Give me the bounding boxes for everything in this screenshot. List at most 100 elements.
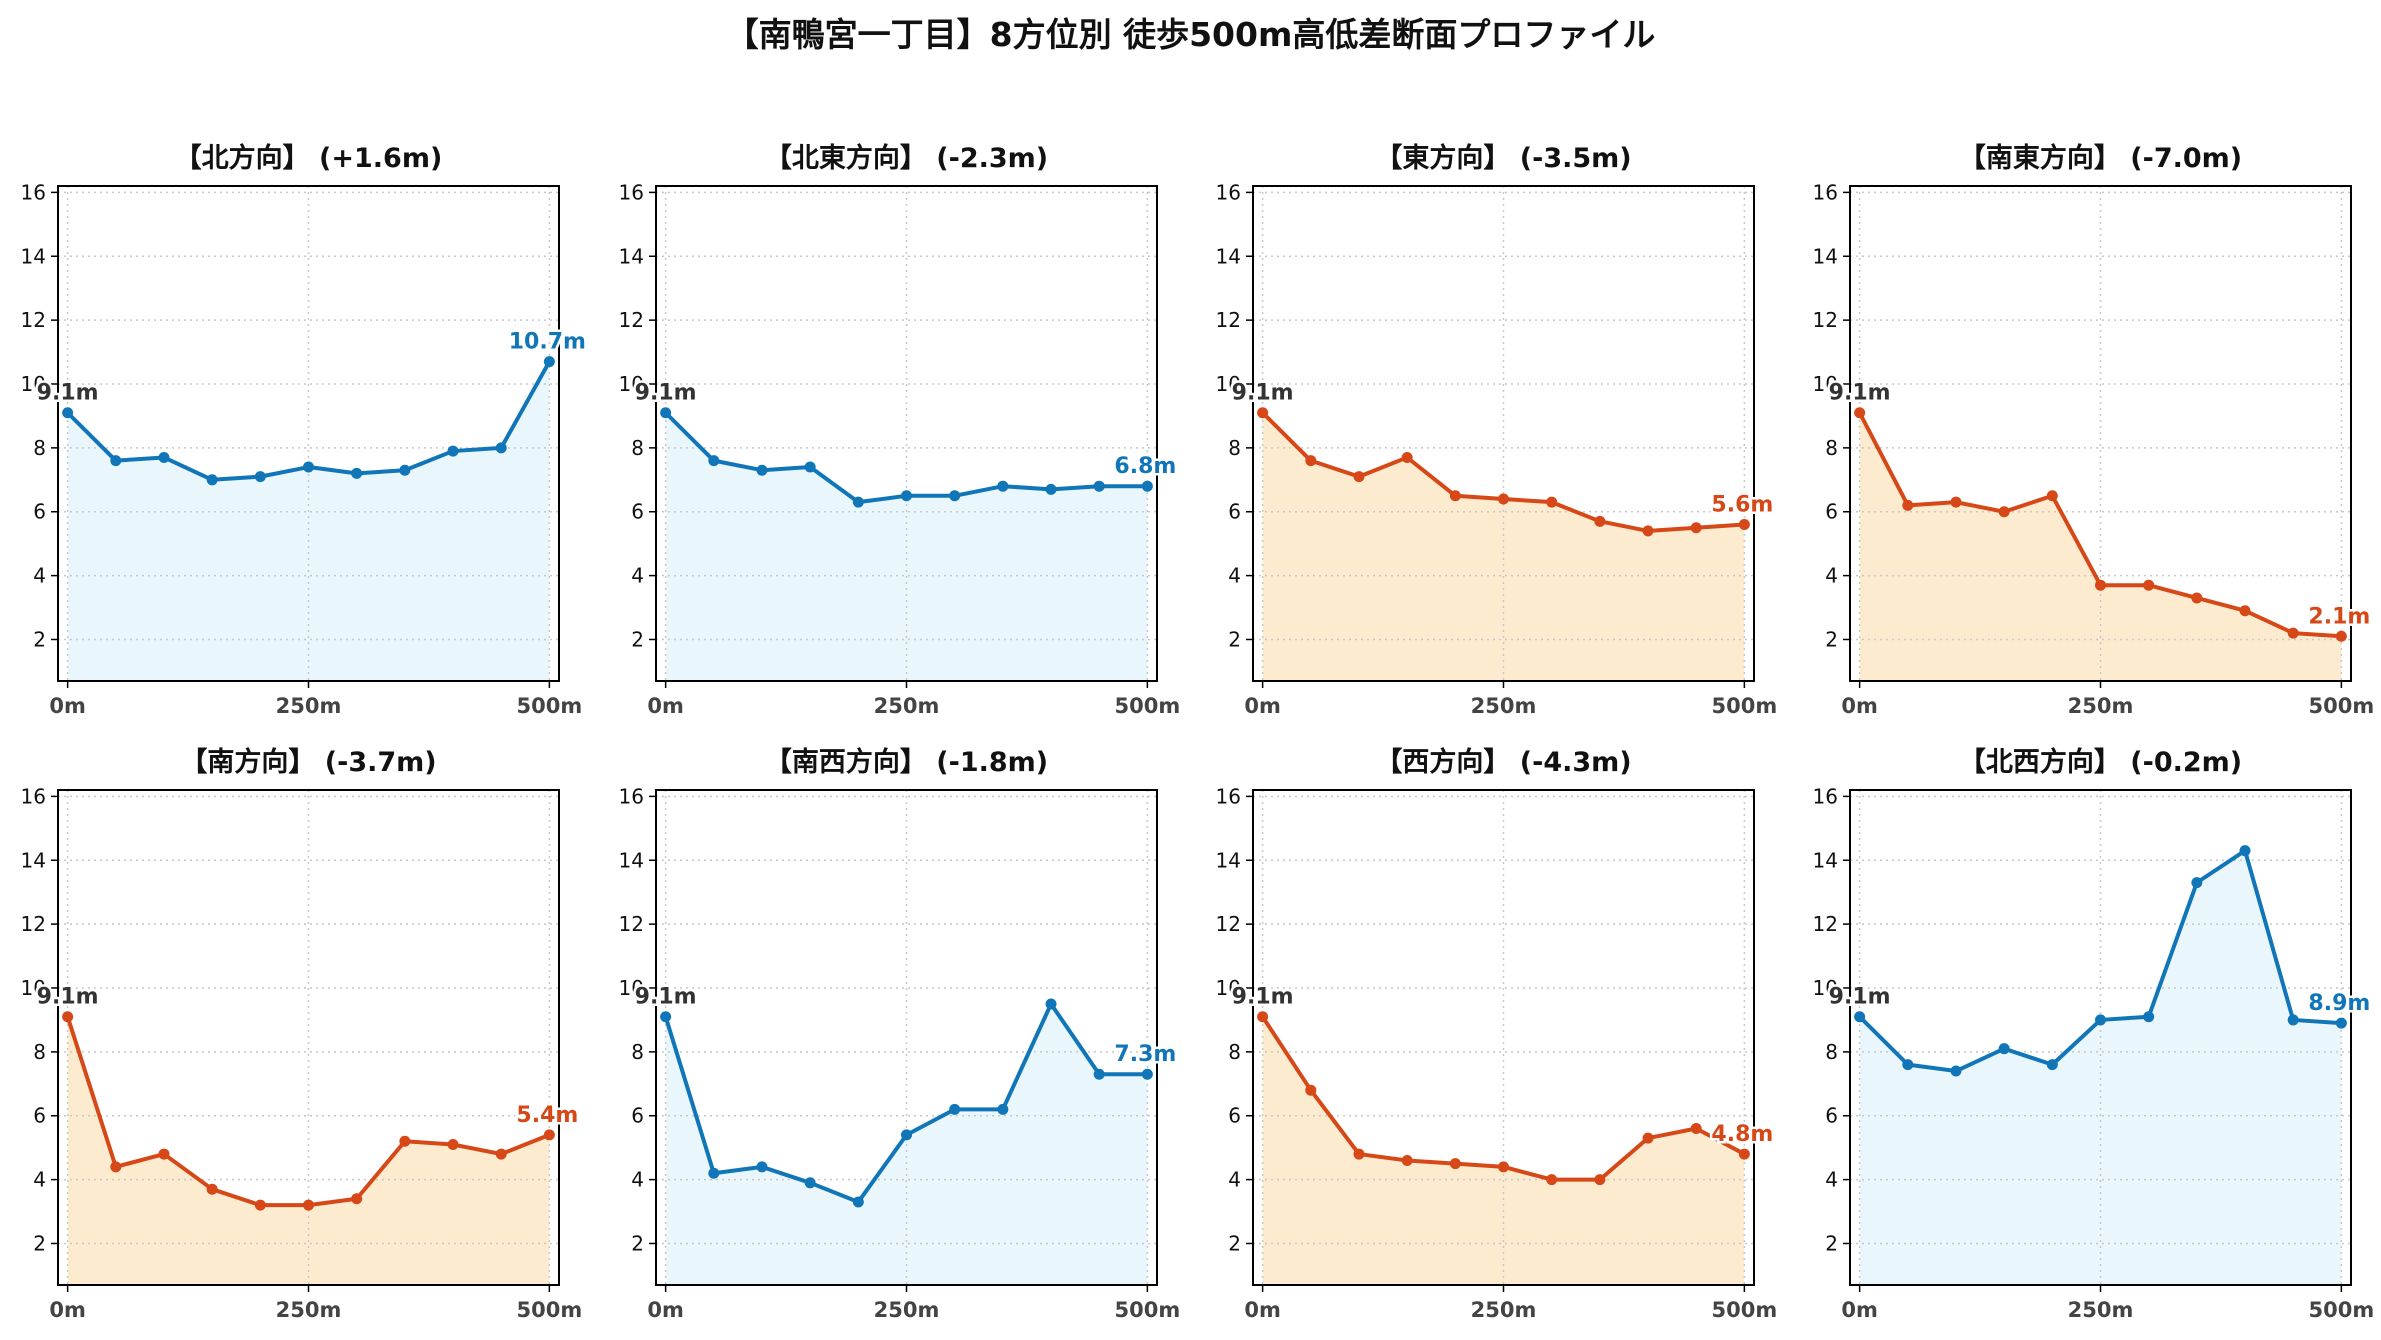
x-tick-label: 250m	[276, 694, 342, 718]
start-elevation-label: 9.1m	[635, 985, 697, 1010]
y-tick-label: 2	[631, 627, 644, 651]
panel-title: 【南方向】 (-3.7m)	[180, 746, 436, 778]
elevation-point	[949, 1103, 961, 1115]
x-tick-label: 500m	[1712, 1298, 1778, 1322]
y-tick-label: 14	[1216, 244, 1241, 268]
y-tick-label: 12	[21, 912, 46, 936]
profile-panel: 2 4 6 8 10 12 14 16 0m 250m 500m 【東方向】 (-3.5m) 9.1m 5…	[1216, 142, 1778, 718]
elevation-point	[1594, 1174, 1606, 1186]
elevation-point	[1141, 1068, 1153, 1080]
x-tick-label: 250m	[2068, 694, 2134, 718]
elevation-point	[254, 1199, 266, 1211]
profile-panel: 2 4 6 8 10 12 14 16 0m 250m 500m 【北東方向】 (-2.3m) 9.1m…	[619, 142, 1181, 718]
y-tick-label: 10	[1813, 372, 1838, 396]
elevation-point	[1449, 490, 1461, 502]
elevation-point	[351, 467, 363, 479]
end-elevation-label: 10.7m	[509, 330, 586, 355]
elevation-point	[1141, 480, 1153, 492]
y-tick-label: 12	[1216, 308, 1241, 332]
elevation-point	[2239, 605, 2251, 617]
area-fill	[1859, 412, 2342, 681]
elevation-point	[1305, 1084, 1317, 1096]
elevation-point	[1950, 496, 1962, 508]
elevation-point	[1498, 493, 1509, 505]
y-tick-label: 8	[631, 436, 644, 460]
y-tick-label: 6	[1825, 500, 1838, 524]
elevation-point	[1642, 525, 1654, 537]
elevation-point	[2143, 579, 2155, 591]
elevation-point	[1449, 1158, 1461, 1170]
panel-title: 【東方向】 (-3.5m)	[1375, 142, 1631, 174]
y-tick-label: 14	[21, 848, 46, 872]
elevation-point	[303, 1199, 314, 1211]
elevation-point	[1902, 499, 1914, 511]
elevation-point	[447, 445, 459, 457]
elevation-point	[1045, 483, 1057, 495]
x-tick-label: 250m	[1471, 694, 1537, 718]
y-tick-label: 10	[1216, 976, 1241, 1000]
panel-title: 【北方向】 (+1.6m)	[175, 142, 443, 174]
area-fill	[1262, 1016, 1745, 1285]
elevation-point	[1498, 1161, 1509, 1173]
elevation-point	[1353, 471, 1365, 483]
elevation-point	[206, 1183, 218, 1195]
y-tick-label: 14	[1813, 848, 1838, 872]
elevation-point	[708, 1167, 720, 1179]
elevation-point	[901, 1129, 912, 1141]
elevation-point	[1950, 1065, 1962, 1077]
y-tick-label: 4	[1228, 1168, 1241, 1192]
end-elevation-label: 5.6m	[1711, 493, 1773, 518]
y-tick-label: 14	[21, 244, 46, 268]
elevation-point	[804, 461, 816, 473]
elevation-point	[2046, 1059, 2058, 1071]
x-tick-label: 500m	[517, 1298, 583, 1322]
elevation-point	[1998, 1043, 2010, 1055]
y-tick-label: 2	[1228, 1231, 1241, 1255]
y-tick-label: 12	[1813, 308, 1838, 332]
x-tick-label: 0m	[1244, 1298, 1281, 1322]
y-tick-label: 10	[619, 372, 644, 396]
elevation-point	[495, 442, 507, 454]
y-tick-label: 2	[1228, 627, 1241, 651]
x-tick-label: 250m	[874, 694, 940, 718]
elevation-point	[399, 1135, 411, 1147]
y-tick-label: 14	[619, 848, 644, 872]
x-tick-label: 0m	[647, 694, 684, 718]
y-tick-label: 10	[21, 372, 46, 396]
x-tick-label: 250m	[276, 1298, 342, 1322]
profile-panel: 2 4 6 8 10 12 14 16 0m 250m 500m 【北方向】 (+1.6m) 9.1m 1…	[21, 142, 589, 718]
area-fill	[67, 361, 550, 681]
elevation-point	[997, 480, 1009, 492]
y-tick-label: 4	[1825, 564, 1838, 588]
x-tick-label: 500m	[1115, 694, 1181, 718]
panel-title: 【西方向】 (-4.3m)	[1375, 746, 1631, 778]
elevation-point	[2287, 1014, 2299, 1026]
elevation-point	[1738, 1148, 1750, 1160]
elevation-point	[1093, 480, 1105, 492]
y-tick-label: 8	[1825, 436, 1838, 460]
y-tick-label: 10	[1216, 372, 1241, 396]
y-tick-label: 16	[1813, 180, 1838, 204]
y-tick-label: 16	[619, 180, 644, 204]
y-tick-label: 8	[1228, 1040, 1241, 1064]
elevation-point	[158, 1148, 170, 1160]
y-tick-label: 6	[631, 1104, 644, 1128]
y-tick-label: 8	[33, 1040, 46, 1064]
elevation-point	[2191, 592, 2203, 604]
x-tick-label: 500m	[1115, 1298, 1181, 1322]
elevation-point	[1093, 1068, 1105, 1080]
elevation-point	[399, 464, 411, 476]
y-tick-label: 12	[1813, 912, 1838, 936]
start-elevation-label: 9.1m	[1232, 985, 1294, 1010]
elevation-point	[901, 490, 912, 502]
elevation-point	[1642, 1132, 1654, 1144]
panel-title: 【南西方向】 (-1.8m)	[765, 746, 1048, 778]
elevation-point	[110, 455, 122, 467]
elevation-point	[1401, 1154, 1413, 1166]
y-tick-label: 6	[33, 1104, 46, 1128]
y-tick-label: 12	[619, 912, 644, 936]
x-tick-label: 500m	[2309, 1298, 2375, 1322]
y-tick-label: 8	[1825, 1040, 1838, 1064]
y-tick-label: 10	[1813, 976, 1838, 1000]
